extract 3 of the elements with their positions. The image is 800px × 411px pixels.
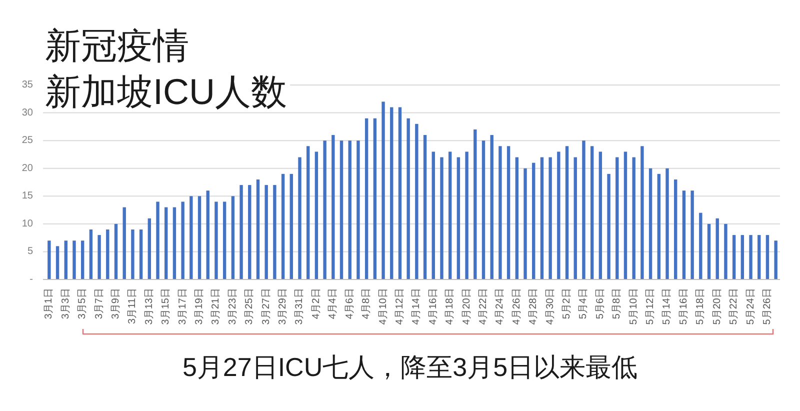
subtitle: 新加坡ICU人数 — [45, 71, 287, 112]
annotation: 5月27日ICU七人，降至3月5日以来最低 — [182, 352, 638, 382]
title: 新冠疫情 — [45, 25, 189, 66]
